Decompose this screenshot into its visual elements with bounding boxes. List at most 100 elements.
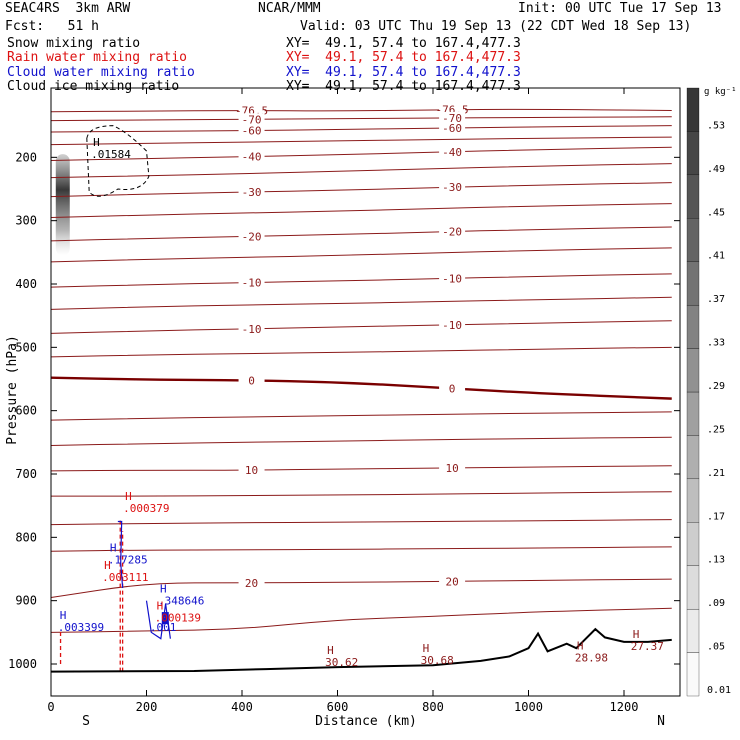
temperature-contour [51,296,672,310]
colorbar-swatch [686,652,700,697]
temperature-contour [51,465,672,472]
y-tick-label: 300 [15,214,37,228]
contour-label-bg [439,181,466,194]
max-value-label: 28.98 [575,652,608,665]
max-marker: H [160,583,167,596]
contour-label: 0 [248,374,255,387]
x-tick-label: 400 [231,700,253,714]
colorbar-label: .49 [707,164,725,175]
temperature-contour [51,519,672,526]
org-label: NCAR/MMM [258,1,321,16]
colorbar-label: .13 [707,555,725,566]
contour-label: -70 [442,112,462,125]
contour-label: -70 [242,113,262,126]
x-tick-label: 200 [136,700,158,714]
max-marker: H [110,541,117,554]
contour-label-bg [439,382,466,395]
valid-time: Valid: 03 UTC Thu 19 Sep 13 (22 CDT Wed … [300,19,692,34]
contour-label-bg [238,576,265,589]
colorbar-swatch [686,608,700,653]
contour-label: -40 [442,146,462,159]
contour-label-bg [439,145,466,158]
contour-label: 0 [449,382,456,395]
field-name-snow: Snow mixing ratio [7,36,141,51]
x-tick-label: 1000 [514,700,543,714]
contour-label-bg [238,374,265,387]
max-value-label: .003111 [102,571,148,584]
field-name-cloud-water: Cloud water mixing ratio [7,65,195,80]
colorbar-swatch [686,565,700,610]
max-marker: H [104,559,111,572]
colorbar-label: .21 [707,468,725,479]
contour-label-bg [238,322,265,335]
contour-label: -10 [442,319,462,332]
field-xy-snow: XY= 49.1, 57.4 to 167.4,477.3 [286,36,521,51]
temperature-contour [51,320,672,334]
temperature-contour [51,247,672,263]
temperature-contour [51,146,672,161]
y-tick-label: 700 [15,467,37,481]
temperature-contour [51,163,672,179]
temperature-contour [51,226,672,242]
y-tick-label: 600 [15,404,37,418]
contour-label-bg [238,113,265,126]
contour-label-bg [439,111,466,124]
contour-label: 10 [445,462,458,475]
contour-label-bg [439,575,466,588]
contour-label: -30 [242,186,262,199]
colorbar-label: .29 [707,381,725,392]
colorbar-label: .37 [707,294,725,305]
colorbar-label: 0.01 [707,685,731,696]
colorbar-label: .17 [707,511,725,522]
y-tick-label: 1000 [8,657,37,671]
max-marker: H [577,640,584,653]
contour-label: -20 [442,226,462,239]
x-tick-label: 600 [327,700,349,714]
field-xy-cloud-ice: XY= 49.1, 57.4 to 167.4,477.3 [286,79,521,94]
model-title: SEAC4RS 3km ARW [5,1,131,16]
contour-label: -60 [242,125,262,138]
max-marker: H [327,644,334,657]
x-axis-label: Distance (km) [315,714,417,729]
colorbar-label: .53 [707,120,725,131]
max-marker: H [423,642,430,655]
max-marker: H [157,600,164,613]
temperature-contour [51,108,672,113]
temperature-contour [51,436,672,446]
contour-label: 10 [245,464,258,477]
colorbar-label: .05 [707,642,725,653]
temperature-contour [51,203,672,218]
contour-label: -40 [242,151,262,164]
max-value-label: .003399 [58,621,104,634]
y-tick-label: 900 [15,594,37,608]
max-value-label: .001 [150,621,177,634]
max-value-label: .348646 [158,595,204,608]
colorbar-swatch [686,131,700,176]
y-tick-label: 500 [15,340,37,354]
temperature-contour [51,491,672,497]
terrain-line [50,627,672,673]
max-value-label: 30.68 [421,654,454,667]
contour-label-bg [238,150,265,163]
cloud-water-contour [117,520,124,589]
contour-label: 20 [245,577,258,590]
south-end-label: S [82,714,90,729]
temperature-contour [51,346,672,358]
field-xy-cloud-water: XY= 49.1, 57.4 to 167.4,477.3 [286,65,521,80]
x-tick-label: 800 [422,700,444,714]
colorbar-swatch [686,261,700,306]
y-axis-label: Pressure (hPa) [5,335,20,445]
colorbar-swatch [686,174,700,219]
temperature-contour [51,136,672,146]
cloud-ice-contour [86,125,150,197]
contour-label-bg [238,464,265,477]
snow-mixing-shading [55,154,70,256]
temperature-contour [51,182,672,198]
colorbar-swatch [686,522,700,566]
colorbar-swatch [686,348,700,393]
colorbar-label: .09 [707,598,725,609]
contour-label: -10 [242,277,262,290]
north-end-label: N [657,714,665,729]
contour-label: -30 [442,181,462,194]
